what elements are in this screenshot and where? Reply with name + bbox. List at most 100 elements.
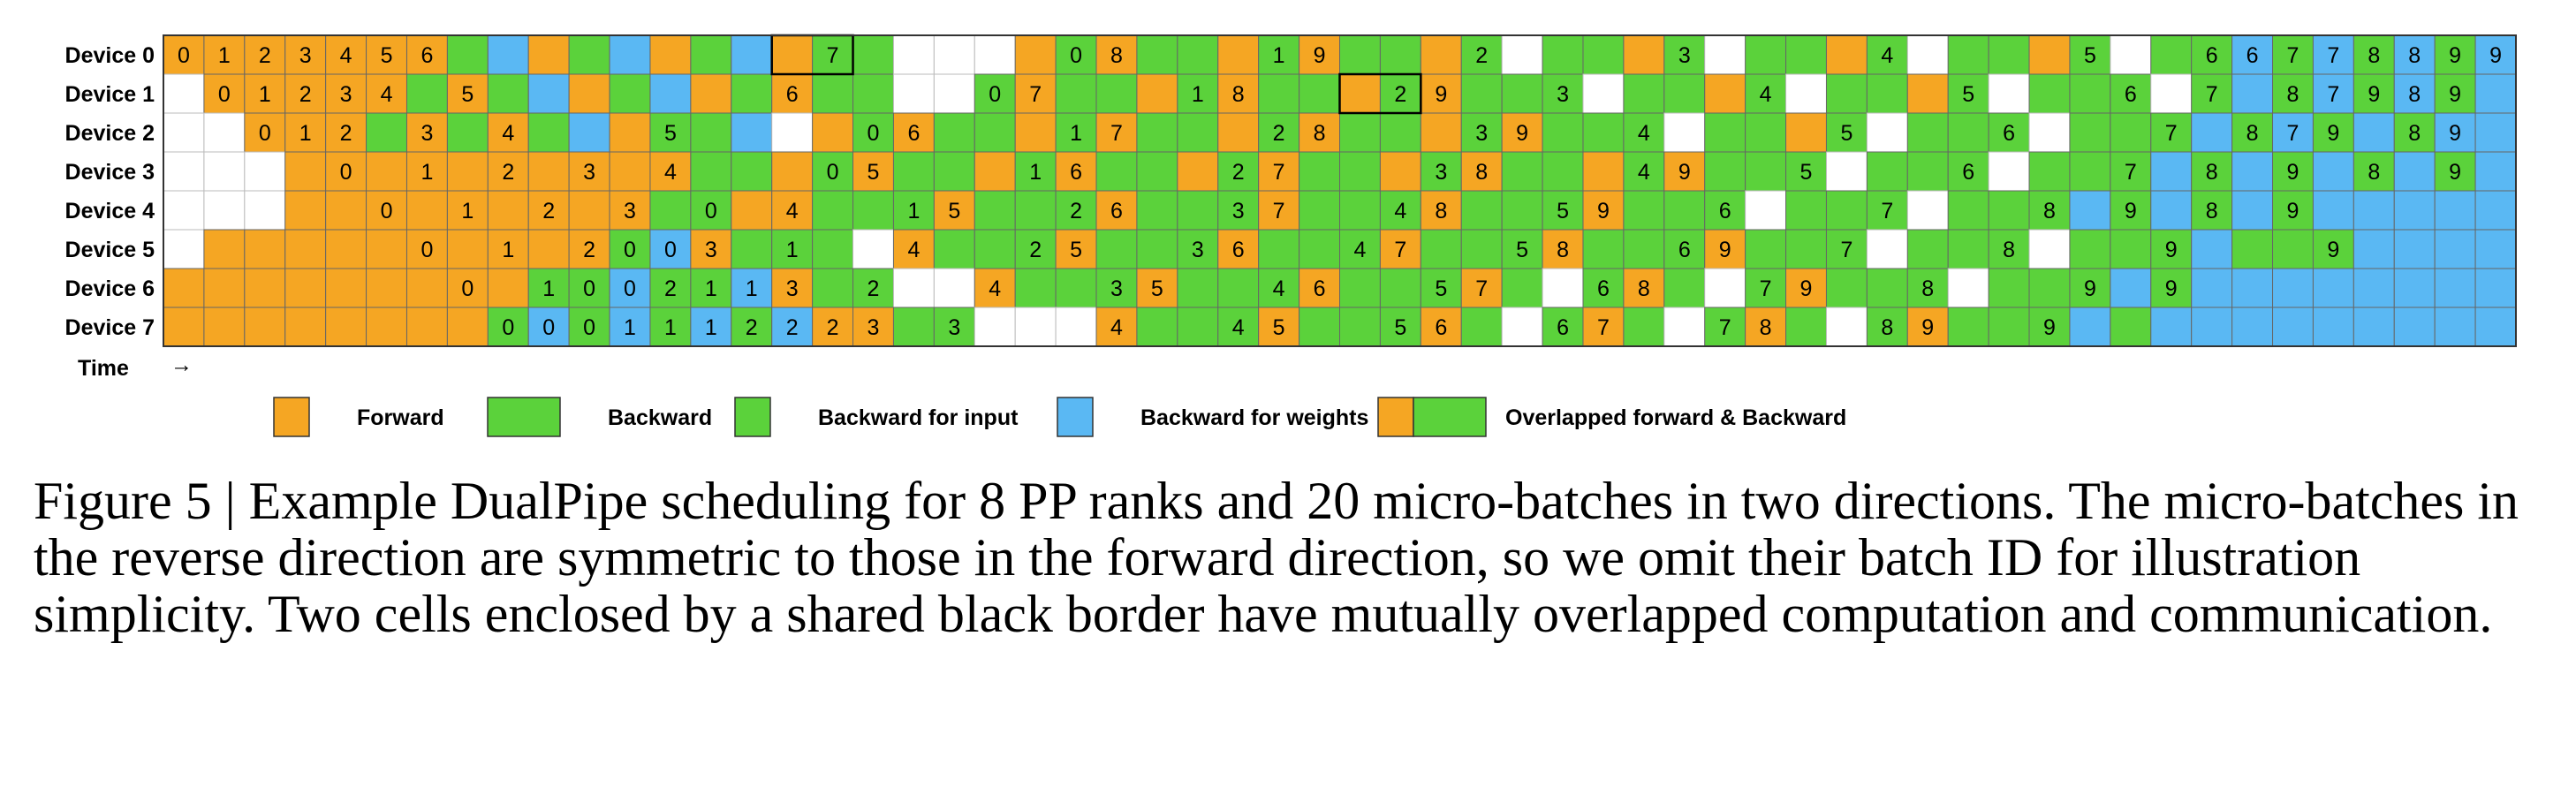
schedule-cell-label: 7 bbox=[1273, 160, 1285, 185]
schedule-cell-label: 0 bbox=[381, 199, 393, 223]
schedule-cell-label: 8 bbox=[2408, 43, 2421, 68]
schedule-grid-border bbox=[163, 34, 2517, 347]
schedule-cell bbox=[1460, 229, 1503, 269]
schedule-cell bbox=[487, 229, 529, 269]
schedule-cell-label: 4 bbox=[340, 43, 352, 68]
row-label-device-7: Device 7 bbox=[65, 315, 155, 340]
schedule-cell bbox=[1542, 151, 1584, 192]
schedule-cell bbox=[1988, 112, 2030, 153]
schedule-cell-label: 1 bbox=[664, 315, 677, 340]
schedule-cell-label: 9 bbox=[2449, 160, 2461, 185]
schedule-cell bbox=[527, 229, 570, 269]
schedule-cell bbox=[852, 112, 894, 153]
schedule-cell-label: 1 bbox=[299, 121, 312, 146]
schedule-cell-label: 2 bbox=[259, 43, 271, 68]
schedule-cell-label: 9 bbox=[1314, 43, 1326, 68]
schedule-cell bbox=[1014, 112, 1057, 153]
schedule-cell-label: 2 bbox=[1070, 199, 1082, 223]
legend-label: Backward for input bbox=[818, 405, 1019, 430]
schedule-cell bbox=[1623, 307, 1665, 347]
schedule-cell-label: 5 bbox=[664, 121, 677, 146]
schedule-cell bbox=[446, 112, 489, 153]
schedule-cell bbox=[1582, 112, 1625, 153]
schedule-cell-label: 1 bbox=[1192, 82, 1204, 107]
schedule-cell-label: 3 bbox=[948, 315, 960, 340]
schedule-cell bbox=[1339, 73, 1381, 114]
schedule-cell bbox=[2352, 268, 2395, 308]
schedule-cell-label: 1 bbox=[786, 238, 799, 262]
schedule-cell-label: 1 bbox=[502, 238, 514, 262]
schedule-cell-label: 9 bbox=[2327, 121, 2339, 146]
schedule-cell bbox=[366, 268, 407, 308]
schedule-cell-label: 9 bbox=[1678, 160, 1691, 185]
schedule-cell-label: 1 bbox=[259, 82, 271, 107]
schedule-cell bbox=[1055, 112, 1097, 153]
schedule-cell bbox=[405, 73, 448, 114]
schedule-cell-label: 6 bbox=[1232, 238, 1245, 262]
schedule-cell bbox=[892, 151, 935, 192]
schedule-cell bbox=[2110, 268, 2152, 308]
schedule-cell bbox=[2231, 307, 2274, 347]
schedule-cell bbox=[1825, 151, 1868, 192]
schedule-cell bbox=[1501, 307, 1543, 347]
schedule-cell-label: 1 bbox=[420, 160, 433, 185]
schedule-cell bbox=[1947, 229, 1989, 269]
schedule-cell-label: 2 bbox=[502, 160, 514, 185]
schedule-cell-label: 4 bbox=[1638, 160, 1650, 185]
schedule-cell bbox=[1704, 73, 1746, 114]
schedule-cell-label: 4 bbox=[1638, 121, 1650, 146]
schedule-cell bbox=[1947, 151, 1989, 192]
schedule-cell bbox=[892, 112, 935, 153]
schedule-cell bbox=[649, 151, 692, 192]
schedule-cell bbox=[892, 229, 935, 269]
schedule-cell bbox=[1623, 73, 1665, 114]
schedule-cell bbox=[974, 307, 1016, 347]
schedule-cell bbox=[1623, 34, 1665, 75]
schedule-cell bbox=[933, 73, 975, 114]
schedule-cell bbox=[1825, 34, 1868, 75]
schedule-cell bbox=[933, 229, 975, 269]
schedule-cell bbox=[609, 151, 651, 192]
schedule-cell bbox=[812, 73, 854, 114]
schedule-cell-label: 1 bbox=[907, 199, 920, 223]
schedule-cell bbox=[731, 229, 773, 269]
schedule-cell bbox=[1785, 112, 1827, 153]
schedule-cell bbox=[325, 268, 367, 308]
dualpipe-schedule-chart: Device 0 Device 1 Device 2 Device 3 Device 4… bbox=[65, 34, 2517, 437]
schedule-cell bbox=[1785, 73, 1827, 114]
schedule-cell bbox=[366, 112, 407, 153]
schedule-cell-label: 8 bbox=[1881, 315, 1893, 340]
schedule-cell bbox=[1947, 112, 1989, 153]
schedule-cell-label: 4 bbox=[502, 121, 514, 146]
schedule-cell bbox=[852, 73, 894, 114]
schedule-cell bbox=[1420, 268, 1462, 308]
schedule-cell bbox=[1420, 34, 1462, 75]
schedule-cell bbox=[2231, 34, 2274, 75]
schedule-cell-label: 4 bbox=[664, 160, 677, 185]
schedule-cell bbox=[1501, 190, 1543, 231]
schedule-cell bbox=[366, 151, 407, 192]
schedule-cell bbox=[731, 34, 773, 75]
schedule-cell bbox=[2393, 112, 2436, 153]
schedule-cell-label: 3 bbox=[583, 160, 595, 185]
schedule-cell bbox=[1095, 34, 1138, 75]
schedule-cell-label: 1 bbox=[461, 199, 474, 223]
schedule-cell-label: 5 bbox=[381, 43, 393, 68]
schedule-cell bbox=[2231, 268, 2274, 308]
schedule-cell bbox=[1095, 268, 1138, 308]
schedule-cell bbox=[1177, 190, 1219, 231]
schedule-cell bbox=[1339, 307, 1381, 347]
schedule-cell-label: 3 bbox=[705, 238, 717, 262]
schedule-cell bbox=[2231, 73, 2274, 114]
schedule-cell-label: 9 bbox=[1597, 199, 1610, 223]
schedule-cell-label: 6 bbox=[1314, 276, 1326, 301]
schedule-cell bbox=[527, 307, 570, 347]
schedule-cell-label: 3 bbox=[868, 315, 880, 340]
schedule-cell-label: 5 bbox=[1800, 160, 1813, 185]
schedule-cell bbox=[1217, 190, 1260, 231]
schedule-cell-label: 9 bbox=[2368, 82, 2380, 107]
schedule-cell bbox=[405, 112, 448, 153]
schedule-cell bbox=[2069, 229, 2111, 269]
schedule-cell bbox=[2352, 73, 2395, 114]
